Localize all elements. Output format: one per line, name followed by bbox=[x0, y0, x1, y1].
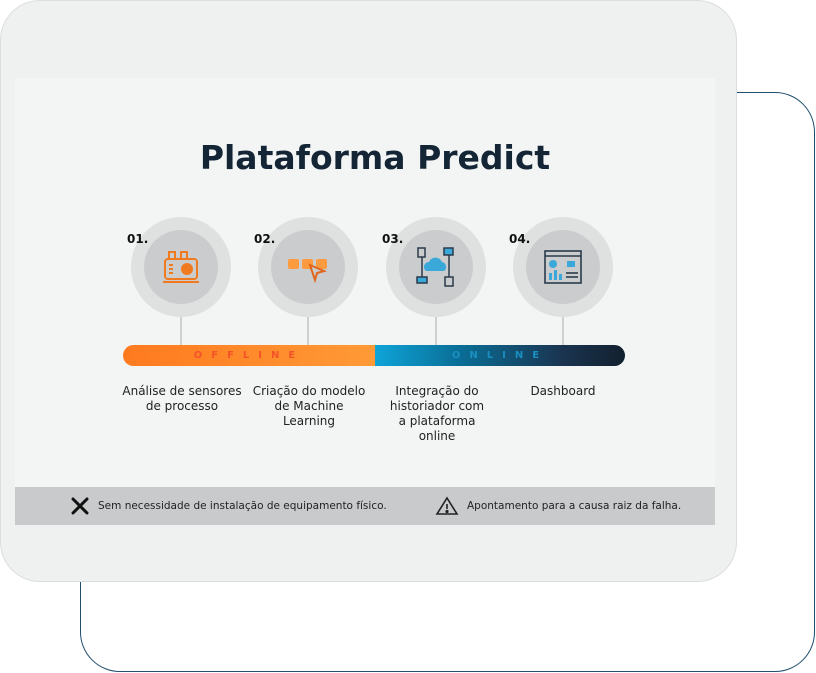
step-4: 04. bbox=[509, 217, 613, 347]
motor-sensor-icon bbox=[163, 251, 199, 283]
step-1-label: Análise de sensores de processo bbox=[122, 384, 242, 413]
footer-band: Sem necessidade de instalação de equipam… bbox=[15, 487, 715, 525]
step-2: 02. bbox=[254, 217, 358, 347]
step-2-label: Criação do modelo de Machine Learning bbox=[252, 384, 366, 428]
footer-item-2: Apontamento para a causa raiz da falha. bbox=[467, 500, 682, 512]
warning-icon bbox=[435, 496, 459, 515]
footer-item-1: Sem necessidade de instalação de equipam… bbox=[98, 500, 387, 512]
tools-icon bbox=[71, 497, 89, 515]
dashboard-icon bbox=[544, 250, 582, 284]
online-bar: ONLINE bbox=[375, 345, 625, 366]
step-4-label: Dashboard bbox=[530, 384, 596, 398]
cloud-network-icon bbox=[416, 247, 454, 287]
step-3-label: Integração do historiador com a platafor… bbox=[389, 384, 485, 443]
offline-bar: OFFLINE bbox=[123, 345, 375, 366]
step-3: 03. bbox=[382, 217, 486, 347]
page-title: Plataforma Predict bbox=[199, 138, 551, 177]
step-1: 01. bbox=[127, 217, 231, 347]
model-cursor-icon bbox=[288, 259, 327, 284]
